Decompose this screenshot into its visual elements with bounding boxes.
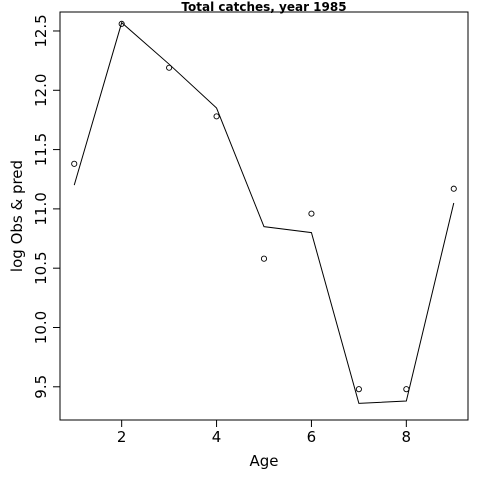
y-axis: 9.5 10.0 10.5 11.0 11.5 12.0 12.5 — [32, 14, 61, 399]
observed-point — [213, 113, 220, 120]
y-tick-label: 10.5 — [32, 251, 50, 284]
y-tick-label: 12.5 — [32, 14, 50, 47]
series-layer — [71, 20, 457, 404]
plot-frame — [59, 11, 469, 421]
x-tick-label: 6 — [307, 428, 317, 446]
x-axis-label: Age — [249, 452, 278, 470]
y-tick-label: 9.5 — [32, 375, 50, 399]
observed-point — [118, 20, 125, 27]
observed-point — [355, 386, 362, 393]
y-axis-label: log Obs & pred — [8, 160, 26, 272]
x-tick-label: 4 — [212, 428, 222, 446]
observed-point — [308, 210, 315, 217]
observed-point — [166, 64, 173, 71]
observed-point — [71, 160, 78, 167]
chart-title: Total catches, year 1985 — [181, 0, 346, 14]
x-tick-label: 8 — [402, 428, 412, 446]
observed-point — [450, 185, 457, 192]
observed-point — [260, 255, 268, 262]
y-tick-label: 10.0 — [32, 311, 50, 344]
predicted-line — [73, 21, 455, 404]
y-tick-label: 11.5 — [32, 133, 50, 166]
y-tick-label: 12.0 — [32, 74, 50, 107]
x-tick-label: 2 — [117, 428, 127, 446]
x-axis: 2 4 6 8 — [117, 419, 412, 446]
y-tick-label: 11.0 — [32, 192, 50, 225]
observed-point — [403, 386, 410, 393]
